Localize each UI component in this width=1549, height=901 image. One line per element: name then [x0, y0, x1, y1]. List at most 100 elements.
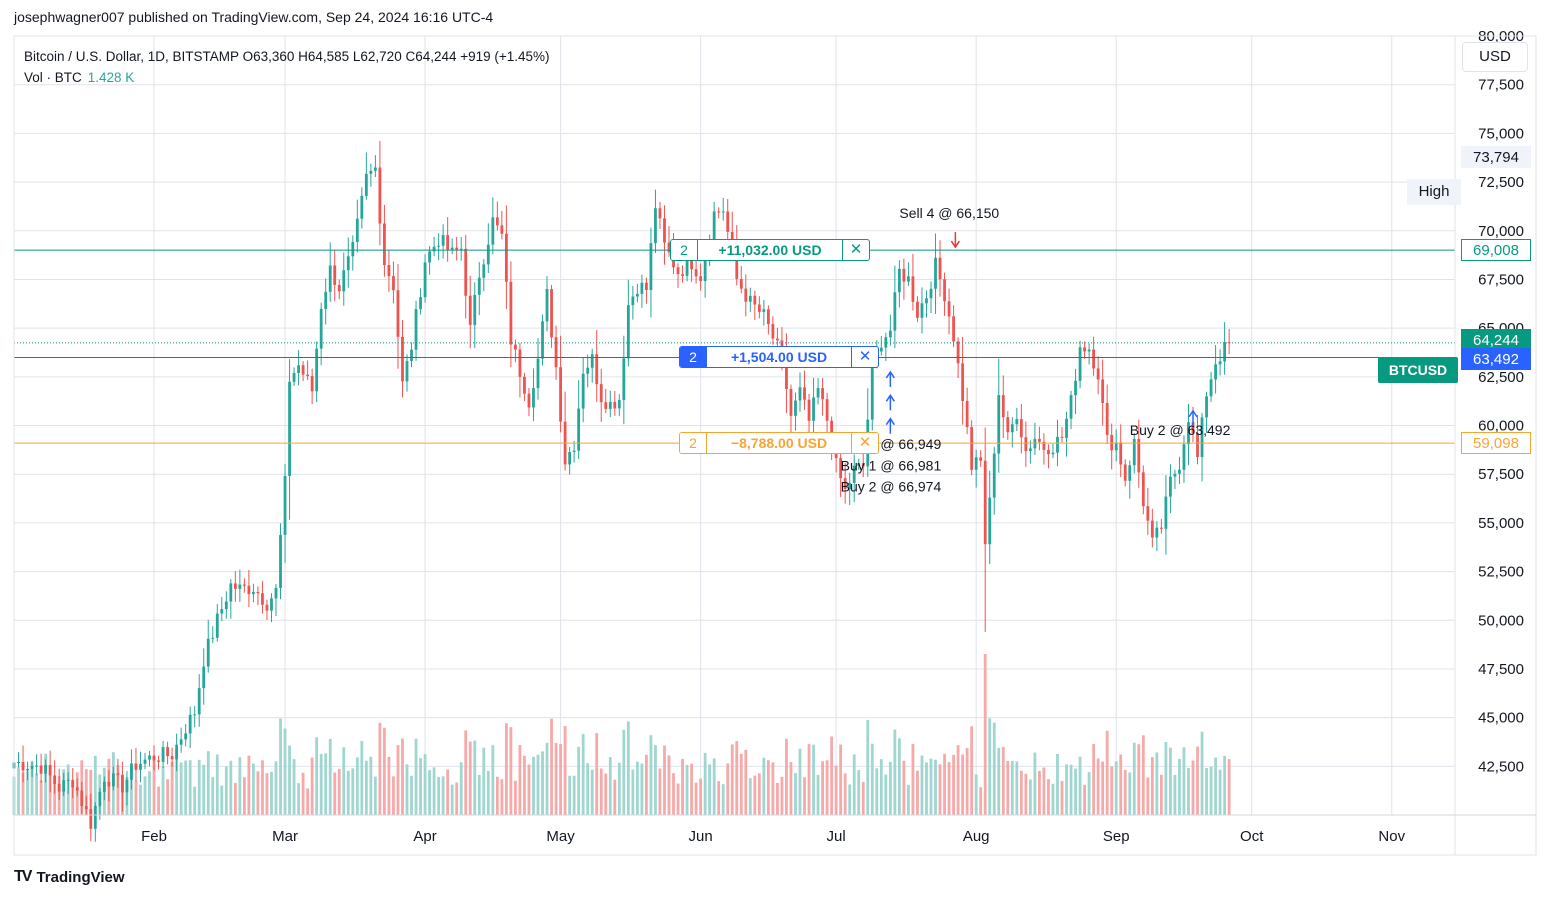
candle-body [504, 233, 508, 282]
volume-bar [1227, 759, 1231, 815]
candle-body [979, 457, 983, 461]
candle-body [102, 781, 106, 792]
candle-body [780, 340, 784, 353]
price-axis: 80,00077,50075,00072,50070,00067,50065,0… [1478, 28, 1524, 775]
volume-bar [712, 758, 716, 815]
candle-body [527, 393, 531, 408]
volume-bar [748, 778, 752, 815]
close-position-icon[interactable]: ✕ [858, 348, 872, 366]
candle-body [852, 465, 856, 483]
volume-bar [690, 763, 693, 815]
volume-bar [396, 745, 400, 815]
volume-bar [220, 785, 224, 815]
price-tick-label: 75,000 [1478, 125, 1524, 142]
volume-bar [1006, 760, 1010, 815]
candle-body [1132, 438, 1136, 466]
position-qty: 2 [680, 433, 706, 454]
candle-body [252, 591, 255, 595]
volume-bar [536, 754, 540, 815]
trade-annotation: Buy 2 @ 66,974 [841, 479, 942, 495]
candle-body [428, 251, 431, 263]
volume-bar [626, 721, 630, 815]
close-position-icon[interactable]: ✕ [858, 434, 872, 452]
candle-body [1223, 342, 1227, 362]
volume-bar [139, 784, 142, 815]
volume-label: Vol · BTC [24, 70, 82, 85]
volume-bar [270, 771, 273, 815]
candle-body [699, 276, 703, 282]
candle-body [694, 269, 698, 277]
candle-body [518, 349, 522, 377]
volume-bar [821, 761, 824, 815]
candle-body [446, 235, 450, 250]
candle-body [753, 295, 757, 305]
candle-body [1187, 422, 1190, 445]
candle-body [1105, 402, 1109, 435]
candle-body [247, 585, 251, 595]
candle-body [834, 450, 838, 459]
volume-bar [1191, 760, 1195, 815]
volume-bar [369, 756, 373, 815]
close-position-icon[interactable]: ✕ [849, 241, 863, 259]
volume-bar [297, 783, 300, 815]
volume-bar [726, 763, 730, 815]
volume-bar [599, 768, 603, 815]
candle-body [175, 744, 179, 760]
candle-body [130, 763, 133, 780]
volume-bar [211, 777, 215, 815]
candle-body [238, 584, 242, 589]
volume-bar [929, 758, 933, 815]
volume-bar [757, 773, 761, 815]
volume-bar [663, 745, 666, 815]
volume-bar [39, 780, 43, 815]
trade-annotation: Buy 1 @ 66,981 [841, 457, 942, 473]
position-box-blue[interactable]: 2 +1,504.00 USD ✕ [679, 346, 879, 369]
volume-bar [870, 743, 874, 815]
position-box-orange[interactable]: 2 −8,788.00 USD ✕ [679, 432, 879, 455]
candle-body [233, 583, 237, 589]
volume-bar [789, 762, 793, 815]
candle-body [663, 218, 666, 243]
volume-bar [888, 761, 892, 815]
candle-body [75, 787, 79, 791]
tradingview-logo[interactable]: TV TradingView [14, 868, 125, 886]
candle-body [17, 762, 20, 764]
volume-bar [116, 765, 120, 815]
price-tag-blue: 63,492 [1461, 348, 1531, 371]
volume-bar [794, 773, 797, 815]
price-tick-label: 67,500 [1478, 271, 1524, 288]
symbol-ohlc-line[interactable]: Bitcoin / U.S. Dollar, 1D, BITSTAMP O63,… [24, 49, 550, 64]
price-tick-label: 62,500 [1478, 369, 1524, 386]
candle-body [667, 242, 671, 253]
candle-body [911, 276, 915, 302]
volume-bar [866, 719, 870, 815]
candle-body [545, 289, 549, 322]
candle-body [703, 258, 707, 282]
candle-body [1214, 364, 1217, 380]
volume-bar [233, 782, 237, 815]
candle-body [812, 397, 815, 421]
volume-bar [523, 755, 526, 815]
volume-bar [839, 744, 843, 815]
candle-body [771, 324, 775, 339]
volume-bar [500, 779, 504, 815]
volume-legend[interactable]: Vol · BTC 1.428 K [24, 67, 550, 88]
volume-bar [17, 767, 20, 815]
volume-bar [825, 760, 829, 815]
volume-bar [401, 738, 404, 815]
candle-body [658, 208, 662, 219]
candle-body [1200, 417, 1204, 458]
volume-bar [762, 757, 766, 815]
volume-bar [1146, 777, 1150, 815]
candle-body [89, 809, 93, 829]
volume-bar [224, 766, 228, 815]
candle-body [315, 348, 319, 392]
volume-bar [202, 764, 206, 815]
position-box-green[interactable]: 2 +11,032.00 USD ✕ [670, 239, 870, 262]
volume-bar [21, 772, 25, 815]
volume-bar [1001, 746, 1005, 815]
currency-selector[interactable]: USD [1462, 42, 1528, 72]
candle-body [44, 765, 48, 774]
